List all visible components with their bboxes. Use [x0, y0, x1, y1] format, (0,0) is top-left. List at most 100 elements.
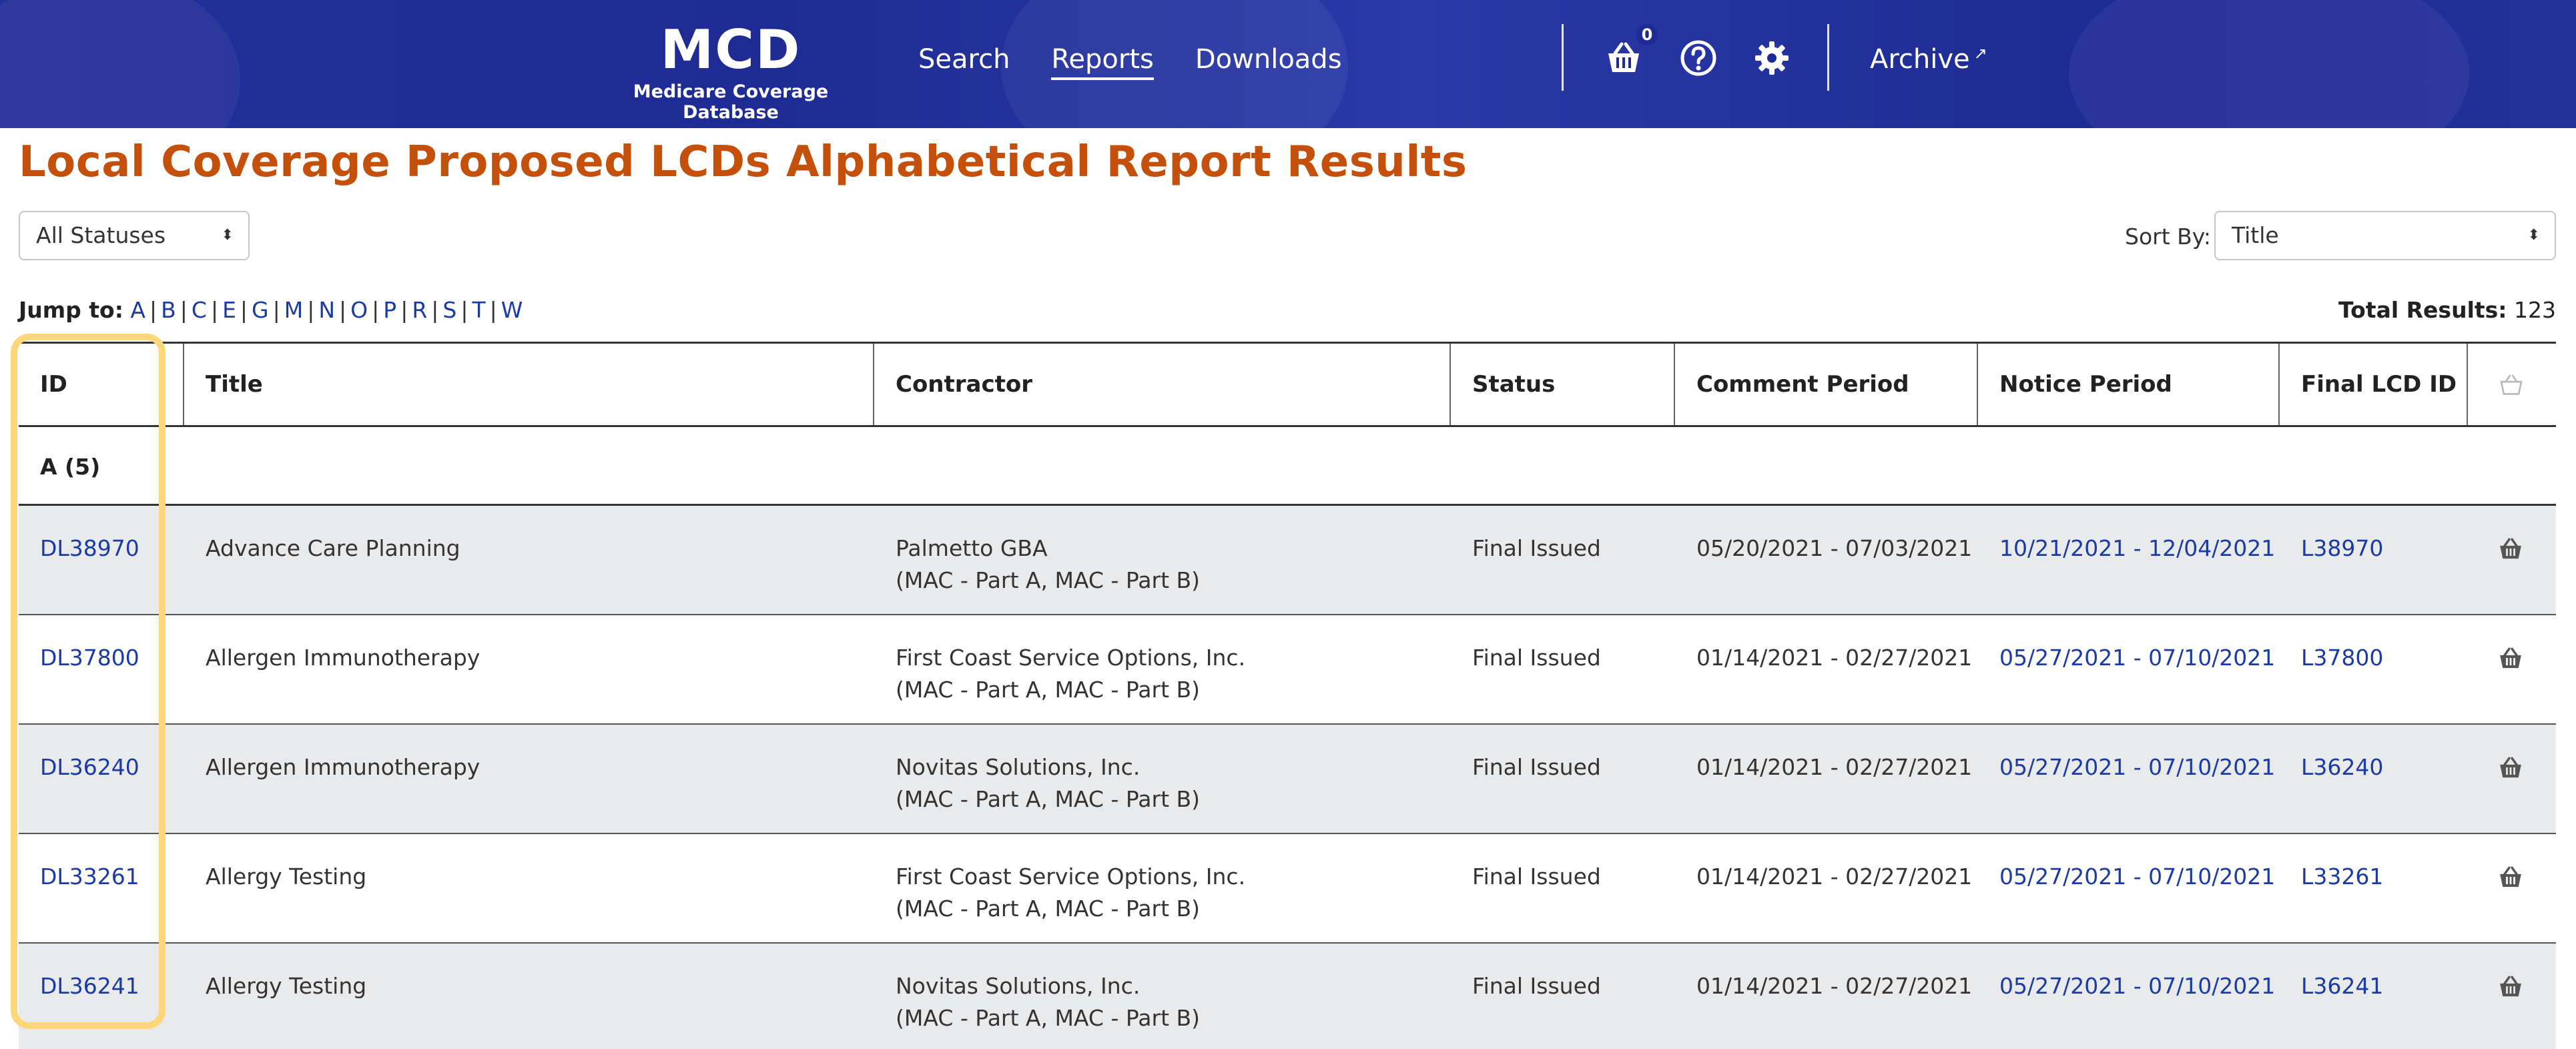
jump-letter-n[interactable]: N	[318, 297, 336, 323]
contractor-type: (MAC - Part A, MAC - Part B)	[896, 677, 1201, 703]
total-results: Total Results: 123	[2338, 297, 2556, 323]
jump-letter-o[interactable]: O	[350, 297, 368, 323]
gear-icon[interactable]	[1752, 39, 1791, 77]
table-row: DL38970 Advance Care Planning Palmetto G…	[19, 506, 2556, 615]
help-icon[interactable]	[1679, 39, 1718, 77]
row-id-link[interactable]: DL36241	[40, 973, 139, 999]
total-results-value: 123	[2514, 297, 2556, 323]
row-final-lcd-link[interactable]: L33261	[2301, 863, 2384, 890]
table-row: DL37800 Allergen Immunotherapy First Coa…	[19, 615, 2556, 725]
row-id-link[interactable]: DL38970	[40, 535, 139, 561]
column-header-notice-period[interactable]: Notice Period	[1977, 344, 2172, 425]
contractor-name: Palmetto GBA	[896, 535, 1048, 561]
select-arrows-icon: ⬍	[221, 227, 234, 244]
add-to-basket-icon[interactable]	[2497, 646, 2524, 670]
contractor-name: Novitas Solutions, Inc.	[896, 754, 1141, 780]
jump-letter-c[interactable]: C	[191, 297, 207, 323]
mcd-logo[interactable]: MCD Medicare Coverage Database	[594, 20, 868, 123]
table-row: DL36241 Allergy Testing Novitas Solution…	[19, 944, 2556, 1049]
row-title: Allergen Immunotherapy	[206, 645, 480, 671]
header-divider	[1827, 24, 1829, 91]
archive-link[interactable]: Archive ↗	[1870, 44, 1987, 75]
row-contractor: Novitas Solutions, Inc. (MAC - Part A, M…	[896, 970, 1200, 1034]
row-id-link[interactable]: DL33261	[40, 863, 139, 890]
group-label: A (5)	[40, 454, 101, 480]
contractor-type: (MAC - Part A, MAC - Part B)	[896, 567, 1201, 593]
row-notice-period-link[interactable]: 05/27/2021 - 07/10/2021	[1999, 973, 2276, 999]
row-comment-period: 01/14/2021 - 02/27/2021	[1696, 863, 1973, 890]
column-header-basket	[2467, 344, 2556, 425]
row-id-link[interactable]: DL37800	[40, 645, 139, 671]
column-header-status[interactable]: Status	[1450, 344, 1555, 425]
row-notice-period-link[interactable]: 05/27/2021 - 07/10/2021	[1999, 645, 2276, 671]
row-comment-period: 01/14/2021 - 02/27/2021	[1696, 754, 1973, 780]
row-status: Final Issued	[1472, 973, 1601, 999]
logo-text: MCD	[660, 19, 801, 81]
column-header-contractor[interactable]: Contractor	[873, 344, 1032, 425]
jump-letter-p[interactable]: P	[383, 297, 397, 323]
cart-count-badge: 0	[1636, 24, 1658, 45]
column-header-comment-period[interactable]: Comment Period	[1674, 344, 1909, 425]
contractor-type: (MAC - Part A, MAC - Part B)	[896, 1005, 1201, 1031]
row-notice-period-link[interactable]: 10/21/2021 - 12/04/2021	[1999, 535, 2276, 561]
jump-letter-e[interactable]: E	[222, 297, 236, 323]
row-id-link[interactable]: DL36240	[40, 754, 139, 780]
row-final-lcd-link[interactable]: L36240	[2301, 754, 2384, 780]
jump-letter-w[interactable]: W	[501, 297, 523, 323]
row-status: Final Issued	[1472, 863, 1601, 890]
row-status: Final Issued	[1472, 754, 1601, 780]
jump-letter-a[interactable]: A	[130, 297, 145, 323]
row-notice-period-link[interactable]: 05/27/2021 - 07/10/2021	[1999, 863, 2276, 890]
group-heading-a: A (5)	[19, 427, 2556, 506]
row-title: Allergen Immunotherapy	[206, 754, 480, 780]
archive-label: Archive	[1870, 44, 1970, 75]
add-to-basket-icon[interactable]	[2497, 974, 2524, 998]
jump-letter-m[interactable]: M	[284, 297, 304, 323]
nav-search[interactable]: Search	[918, 44, 1010, 75]
sort-by-value: Title	[2232, 222, 2279, 248]
contractor-type: (MAC - Part A, MAC - Part B)	[896, 786, 1201, 812]
jump-letter-b[interactable]: B	[161, 297, 176, 323]
contractor-name: Novitas Solutions, Inc.	[896, 973, 1141, 999]
column-header-title[interactable]: Title	[183, 344, 263, 425]
main-nav: Search Reports Downloads	[918, 44, 1342, 80]
contractor-name: First Coast Service Options, Inc.	[896, 645, 1246, 671]
contractor-type: (MAC - Part A, MAC - Part B)	[896, 896, 1201, 922]
sort-by-select[interactable]: Title ⬍	[2214, 211, 2556, 260]
status-filter-select[interactable]: All Statuses ⬍	[19, 211, 250, 260]
table-header: ID Title Contractor Status Comment Perio…	[19, 342, 2556, 427]
row-title: Advance Care Planning	[206, 535, 460, 561]
sort-by-label: Sort By:	[2125, 224, 2212, 250]
table-row: DL33261 Allergy Testing First Coast Serv…	[19, 834, 2556, 944]
add-to-basket-icon[interactable]	[2497, 865, 2524, 889]
contractor-name: First Coast Service Options, Inc.	[896, 863, 1246, 890]
page-title: Local Coverage Proposed LCDs Alphabetica…	[19, 137, 1468, 187]
row-title: Allergy Testing	[206, 973, 367, 999]
row-notice-period-link[interactable]: 05/27/2021 - 07/10/2021	[1999, 754, 2276, 780]
column-header-final-lcd-id[interactable]: Final LCD ID	[2278, 344, 2457, 425]
column-header-id[interactable]: ID	[40, 371, 67, 398]
select-arrows-icon: ⬍	[2527, 227, 2540, 244]
row-final-lcd-link[interactable]: L38970	[2301, 535, 2384, 561]
add-to-basket-icon[interactable]	[2497, 537, 2524, 561]
site-header: MCD Medicare Coverage Database Search Re…	[0, 0, 2576, 128]
add-to-basket-icon[interactable]	[2497, 755, 2524, 779]
row-contractor: First Coast Service Options, Inc. (MAC -…	[896, 642, 1245, 706]
external-link-icon: ↗	[1973, 44, 1987, 63]
row-final-lcd-link[interactable]: L36241	[2301, 973, 2384, 999]
header-background-image	[0, 0, 240, 128]
row-contractor: Palmetto GBA (MAC - Part A, MAC - Part B…	[896, 533, 1200, 597]
header-background-image	[1001, 0, 1348, 128]
jump-letter-s[interactable]: S	[442, 297, 457, 323]
row-comment-period: 05/20/2021 - 07/03/2021	[1696, 535, 1973, 561]
nav-downloads[interactable]: Downloads	[1195, 44, 1342, 75]
row-final-lcd-link[interactable]: L37800	[2301, 645, 2384, 671]
jump-letter-r[interactable]: R	[412, 297, 428, 323]
jump-letter-t[interactable]: T	[472, 297, 486, 323]
header-background-image	[2069, 0, 2469, 128]
row-title: Allergy Testing	[206, 863, 367, 890]
nav-reports[interactable]: Reports	[1051, 44, 1154, 80]
jump-letter-g[interactable]: G	[252, 297, 269, 323]
basket-icon[interactable]	[1604, 39, 1643, 77]
row-contractor: First Coast Service Options, Inc. (MAC -…	[896, 861, 1245, 925]
